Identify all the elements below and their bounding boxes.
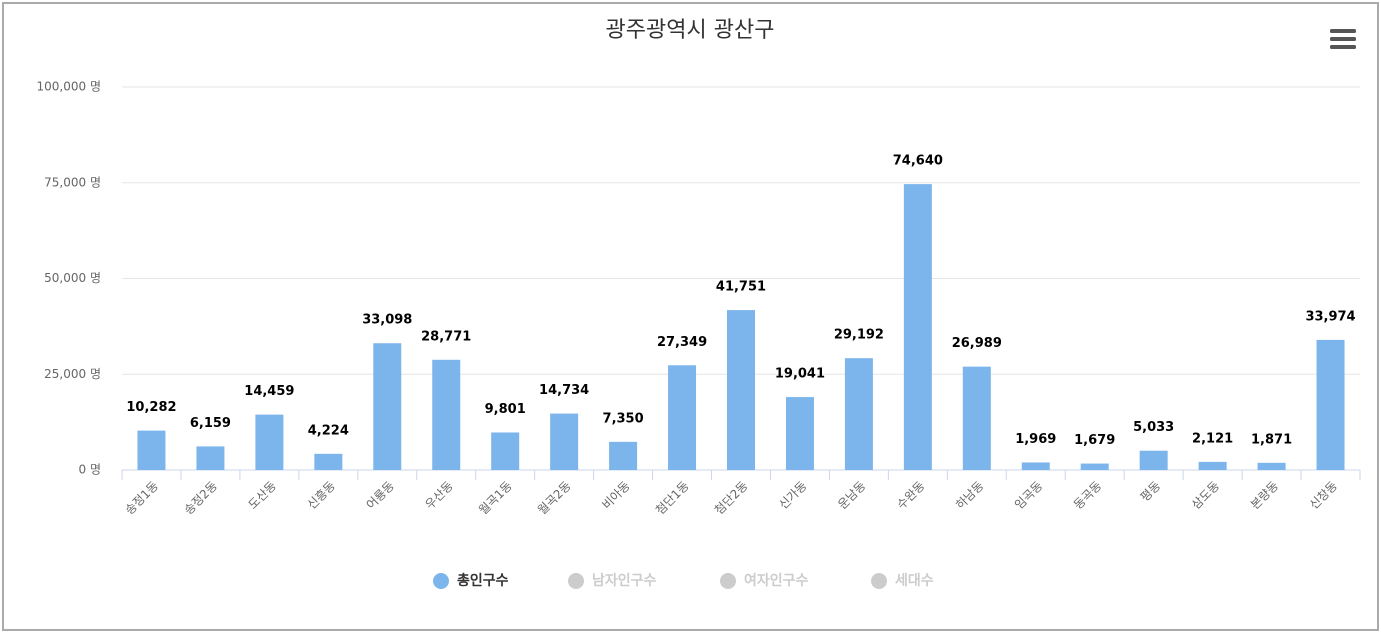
data-label: 6,159 — [190, 416, 231, 431]
legend-label[interactable]: 남자인구수 — [592, 572, 657, 589]
bar — [1198, 461, 1227, 470]
bar — [314, 453, 343, 470]
data-label: 28,771 — [421, 329, 471, 344]
bar — [137, 430, 166, 470]
chart-title: 광주광역시 광산구 — [606, 18, 775, 43]
bar — [1316, 339, 1345, 470]
data-label: 33,098 — [362, 313, 412, 328]
bar — [1139, 450, 1168, 470]
y-tick-label: 50,000 명 — [44, 271, 101, 285]
y-tick-label: 25,000 명 — [44, 367, 101, 381]
bar — [491, 432, 520, 470]
legend-item[interactable]: 세대수 — [871, 573, 934, 589]
data-label: 26,989 — [952, 336, 1002, 351]
legend-item[interactable]: 남자인구수 — [568, 572, 657, 589]
bar — [903, 184, 932, 471]
menu-bar[interactable] — [1330, 37, 1356, 41]
legend-item[interactable]: 여자인구수 — [720, 572, 809, 589]
bar — [432, 359, 461, 470]
bar — [785, 397, 814, 470]
bar — [609, 441, 638, 470]
bar — [373, 343, 402, 470]
bar — [1080, 463, 1109, 470]
data-label: 10,282 — [126, 400, 176, 415]
bar — [962, 366, 991, 470]
bar — [255, 414, 284, 470]
menu-bar[interactable] — [1330, 45, 1356, 49]
y-tick-label: 75,000 명 — [44, 175, 101, 189]
data-label: 1,871 — [1251, 432, 1292, 447]
data-label: 29,192 — [834, 328, 884, 343]
legend-item[interactable]: 총인구수 — [433, 572, 509, 589]
legend-symbol[interactable] — [568, 573, 584, 589]
data-label: 9,801 — [485, 402, 526, 417]
bar — [1257, 462, 1286, 470]
data-label: 33,974 — [1305, 309, 1355, 324]
legend-symbol[interactable] — [871, 573, 887, 589]
data-label: 5,033 — [1133, 420, 1174, 435]
data-label: 74,640 — [893, 154, 943, 169]
menu-bar[interactable] — [1330, 29, 1356, 33]
data-label: 1,969 — [1015, 432, 1056, 447]
data-label: 2,121 — [1192, 431, 1233, 446]
data-label: 1,679 — [1074, 433, 1115, 448]
data-label: 27,349 — [657, 335, 707, 350]
data-label: 19,041 — [775, 367, 825, 382]
data-label: 14,459 — [244, 384, 294, 399]
bar — [844, 358, 873, 470]
bar — [196, 446, 225, 470]
legend-label[interactable]: 세대수 — [895, 573, 934, 589]
menu-button[interactable] — [1330, 29, 1356, 49]
bar — [668, 365, 697, 470]
bar — [1021, 462, 1050, 470]
bar — [550, 413, 579, 470]
legend-label[interactable]: 총인구수 — [457, 572, 509, 589]
data-label: 14,734 — [539, 383, 589, 398]
legend-symbol[interactable] — [433, 573, 449, 589]
y-tick-label: 100,000 명 — [37, 80, 101, 94]
legend-symbol[interactable] — [720, 573, 736, 589]
bar — [727, 310, 755, 470]
y-tick-label: 0 명 — [79, 463, 102, 477]
legend-label[interactable]: 여자인구수 — [744, 572, 809, 589]
data-label: 4,224 — [308, 423, 349, 438]
data-label: 7,350 — [603, 411, 644, 426]
data-label: 41,751 — [716, 280, 766, 295]
